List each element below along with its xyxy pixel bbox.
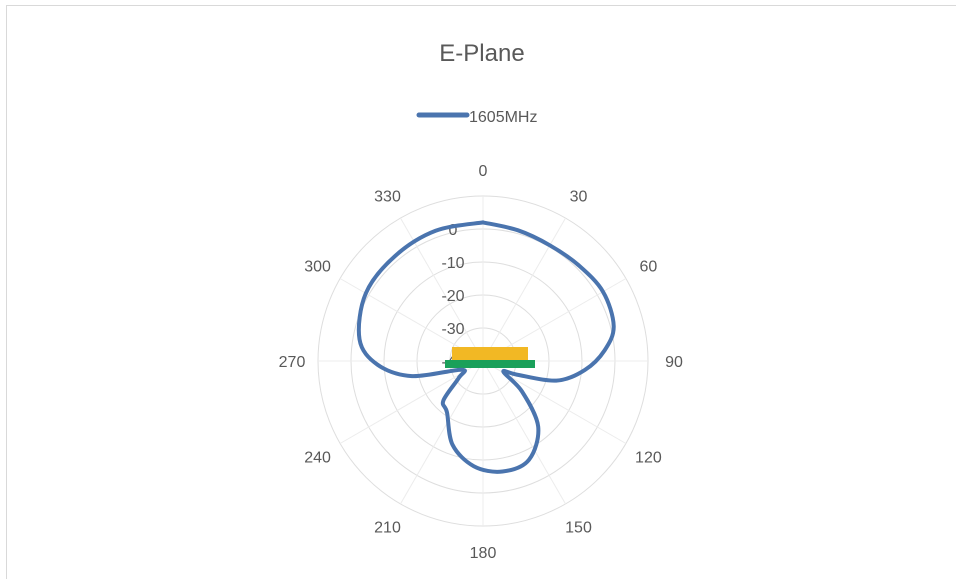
chart-title: E-Plane [439, 40, 524, 67]
radial-tick-label: -10 [441, 255, 464, 272]
angle-tick-label: 150 [565, 519, 592, 536]
angle-tick-label: 210 [374, 519, 401, 536]
angle-tick-label: 120 [635, 450, 662, 467]
angle-tick-label: 30 [570, 189, 588, 206]
angle-tick-label: 240 [304, 450, 331, 467]
angle-tick-label: 0 [479, 163, 488, 180]
angle-tick-label: 180 [470, 545, 497, 562]
antenna-board-illustration [445, 347, 535, 368]
angle-axis-labels: 0 30 60 90 120 150 180 210 240 270 300 330 [279, 163, 683, 562]
series-group [356, 220, 616, 474]
grid-spoke [482, 217, 566, 362]
board-bottom-layer [445, 360, 535, 368]
series-line [356, 220, 616, 474]
legend-label: 1605MHz [469, 109, 537, 126]
grid-spoke [482, 360, 566, 505]
angle-tick-label: 270 [279, 354, 306, 371]
polar-grid [317, 195, 649, 527]
angle-tick-label: 300 [304, 259, 331, 276]
radial-tick-label: -30 [441, 321, 464, 338]
board-top-layer [452, 347, 528, 360]
legend: 1605MHz [416, 109, 537, 126]
angle-tick-label: 60 [640, 259, 658, 276]
angle-tick-label: 90 [665, 354, 683, 371]
chart-frame: E-Plane 1605MHz 0 30 60 90 120 150 180 210 240 27… [6, 5, 956, 579]
radial-tick-label: -20 [441, 288, 464, 305]
polar-chart: E-Plane 1605MHz 0 30 60 90 120 150 180 210 240 27… [279, 40, 683, 562]
grid-spoke [400, 360, 484, 505]
angle-tick-label: 330 [374, 189, 401, 206]
radial-tick-label: 0 [449, 222, 458, 239]
